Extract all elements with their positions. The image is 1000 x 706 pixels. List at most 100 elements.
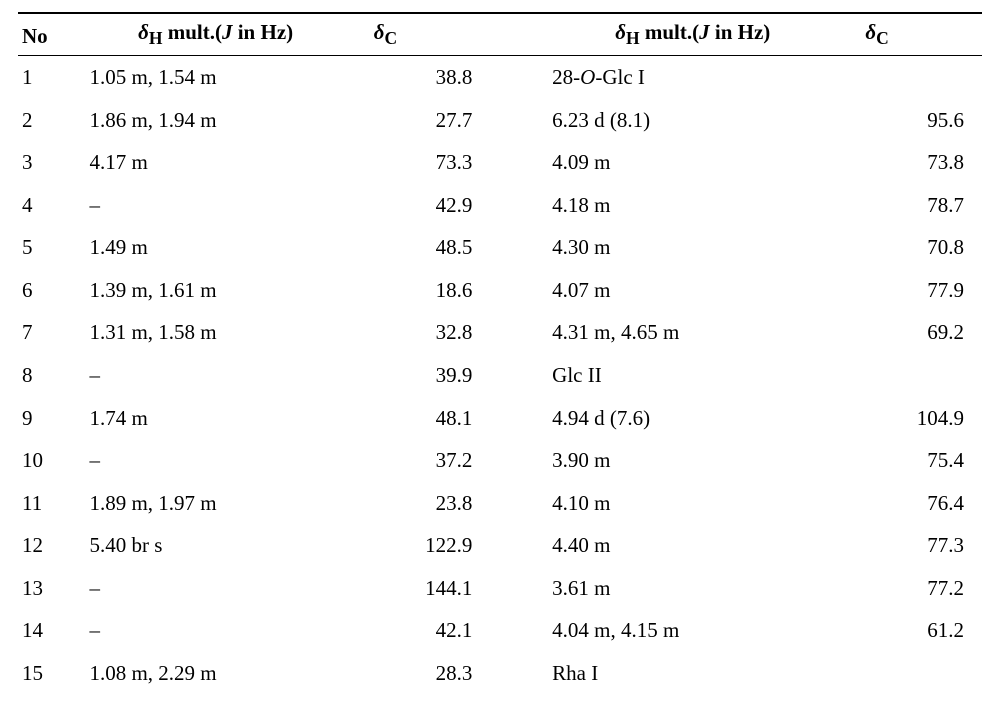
cell-delta-c-2: 70.8 bbox=[837, 226, 982, 269]
table-row: 61.39 m, 1.61 m18.64.07 m77.9 bbox=[18, 269, 982, 312]
cell-delta-c-2 bbox=[837, 354, 982, 397]
cell-delta-c-1: 122.9 bbox=[346, 524, 491, 567]
cell-no: 3 bbox=[18, 141, 85, 184]
col-header-dc-2: δC bbox=[837, 13, 982, 56]
cell-delta-c-1: 48.5 bbox=[346, 226, 491, 269]
cell-gap bbox=[490, 141, 548, 184]
nmr-data-table: No δH mult.(J in Hz) δC δH mult.(J in Hz… bbox=[18, 12, 982, 694]
cell-delta-c-2: 77.3 bbox=[837, 524, 982, 567]
cell-delta-c-2: 95.6 bbox=[837, 99, 982, 142]
cell-gap bbox=[490, 439, 548, 482]
delta-h-sym-2: δ bbox=[615, 20, 626, 44]
cell-delta-h-2: 4.40 m bbox=[548, 524, 837, 567]
delta-h-mid: mult.( bbox=[162, 20, 222, 44]
cell-no: 15 bbox=[18, 652, 85, 695]
cell-delta-h-2: 4.31 m, 4.65 m bbox=[548, 311, 837, 354]
cell-no: 14 bbox=[18, 609, 85, 652]
table-row: 4–42.9 4.18 m78.7 bbox=[18, 184, 982, 227]
cell-gap bbox=[490, 99, 548, 142]
cell-delta-c-2: 61.2 bbox=[837, 609, 982, 652]
col-header-no: No bbox=[18, 13, 85, 56]
header-no-text: No bbox=[22, 24, 48, 48]
delta-c-sub: C bbox=[385, 28, 398, 48]
cell-no: 9 bbox=[18, 397, 85, 440]
delta-c-sub-2: C bbox=[876, 28, 889, 48]
delta-h-mid-2: mult.( bbox=[640, 20, 700, 44]
cell-delta-c-2: 73.8 bbox=[837, 141, 982, 184]
cell-delta-h-2: 6.23 d (8.1) bbox=[548, 99, 837, 142]
cell-delta-c-2: 76.4 bbox=[837, 482, 982, 525]
cell-delta-h-2: Rha I bbox=[548, 652, 837, 695]
delta-h-sub-2: H bbox=[626, 28, 640, 48]
cell-delta-c-1: 38.8 bbox=[346, 56, 491, 99]
cell-no: 5 bbox=[18, 226, 85, 269]
table-header-row: No δH mult.(J in Hz) δC δH mult.(J in Hz… bbox=[18, 13, 982, 56]
cell-gap bbox=[490, 311, 548, 354]
cell-gap bbox=[490, 354, 548, 397]
table-row: 8–39.9Glc II bbox=[18, 354, 982, 397]
table-row: 11.05 m, 1.54 m38.828-O-Glc I bbox=[18, 56, 982, 99]
cell-delta-h-1: 5.40 br s bbox=[85, 524, 345, 567]
cell-no: 6 bbox=[18, 269, 85, 312]
cell-delta-c-2: 77.9 bbox=[837, 269, 982, 312]
cell-delta-h-1: – bbox=[85, 567, 345, 610]
cell-delta-h-2: 4.07 m bbox=[548, 269, 837, 312]
cell-delta-h-2: 4.18 m bbox=[548, 184, 837, 227]
cell-delta-c-1: 42.9 bbox=[346, 184, 491, 227]
cell-delta-h-1: – bbox=[85, 439, 345, 482]
table-row: 125.40 br s122.9 4.40 m77.3 bbox=[18, 524, 982, 567]
delta-h-sub: H bbox=[149, 28, 163, 48]
j-sym: J bbox=[222, 20, 238, 44]
cell-gap bbox=[490, 609, 548, 652]
cell-gap bbox=[490, 482, 548, 525]
cell-gap bbox=[490, 524, 548, 567]
cell-delta-h-1: – bbox=[85, 184, 345, 227]
table-row: 13–144.13.61 m77.2 bbox=[18, 567, 982, 610]
cell-no: 10 bbox=[18, 439, 85, 482]
cell-delta-c-1: 48.1 bbox=[346, 397, 491, 440]
cell-gap bbox=[490, 56, 548, 99]
table-row: 21.86 m, 1.94 m27.76.23 d (8.1)95.6 bbox=[18, 99, 982, 142]
cell-delta-h-2: 3.90 m bbox=[548, 439, 837, 482]
cell-delta-c-2: 78.7 bbox=[837, 184, 982, 227]
cell-gap bbox=[490, 226, 548, 269]
delta-h-suffix-2: in Hz) bbox=[715, 20, 770, 44]
cell-no: 4 bbox=[18, 184, 85, 227]
table-row: 14–42.14.04 m, 4.15 m61.2 bbox=[18, 609, 982, 652]
cell-delta-h-1: 1.31 m, 1.58 m bbox=[85, 311, 345, 354]
cell-gap bbox=[490, 567, 548, 610]
cell-delta-h-1: 1.89 m, 1.97 m bbox=[85, 482, 345, 525]
col-header-gap bbox=[490, 13, 548, 56]
cell-delta-h-1: 1.49 m bbox=[85, 226, 345, 269]
cell-delta-c-1: 28.3 bbox=[346, 652, 491, 695]
col-header-dh-2: δH mult.(J in Hz) bbox=[548, 13, 837, 56]
delta-h-sym: δ bbox=[138, 20, 149, 44]
cell-delta-h-2: 4.09 m bbox=[548, 141, 837, 184]
table-row: 151.08 m, 2.29 m28.3 Rha I bbox=[18, 652, 982, 695]
cell-no: 8 bbox=[18, 354, 85, 397]
cell-delta-c-1: 23.8 bbox=[346, 482, 491, 525]
cell-delta-h-1: 1.08 m, 2.29 m bbox=[85, 652, 345, 695]
cell-gap bbox=[490, 269, 548, 312]
cell-gap bbox=[490, 397, 548, 440]
cell-no: 1 bbox=[18, 56, 85, 99]
cell-delta-h-2: 4.04 m, 4.15 m bbox=[548, 609, 837, 652]
cell-delta-h-2: 28-O-Glc I bbox=[548, 56, 837, 99]
cell-delta-c-2: 104.9 bbox=[837, 397, 982, 440]
cell-delta-h-1: 1.39 m, 1.61 m bbox=[85, 269, 345, 312]
cell-gap bbox=[490, 652, 548, 695]
table-row: 91.74 m48.14.94 d (7.6)104.9 bbox=[18, 397, 982, 440]
cell-delta-c-1: 37.2 bbox=[346, 439, 491, 482]
cell-delta-c-2: 75.4 bbox=[837, 439, 982, 482]
table-row: 51.49 m48.54.30 m70.8 bbox=[18, 226, 982, 269]
col-header-dh-1: δH mult.(J in Hz) bbox=[85, 13, 345, 56]
j-sym-2: J bbox=[699, 20, 715, 44]
cell-no: 7 bbox=[18, 311, 85, 354]
delta-c-sym: δ bbox=[374, 20, 385, 44]
cell-no: 12 bbox=[18, 524, 85, 567]
cell-delta-h-2: 4.10 m bbox=[548, 482, 837, 525]
table-row: 111.89 m, 1.97 m23.84.10 m76.4 bbox=[18, 482, 982, 525]
cell-delta-c-2 bbox=[837, 56, 982, 99]
cell-delta-c-2 bbox=[837, 652, 982, 695]
cell-delta-h-1: 1.74 m bbox=[85, 397, 345, 440]
